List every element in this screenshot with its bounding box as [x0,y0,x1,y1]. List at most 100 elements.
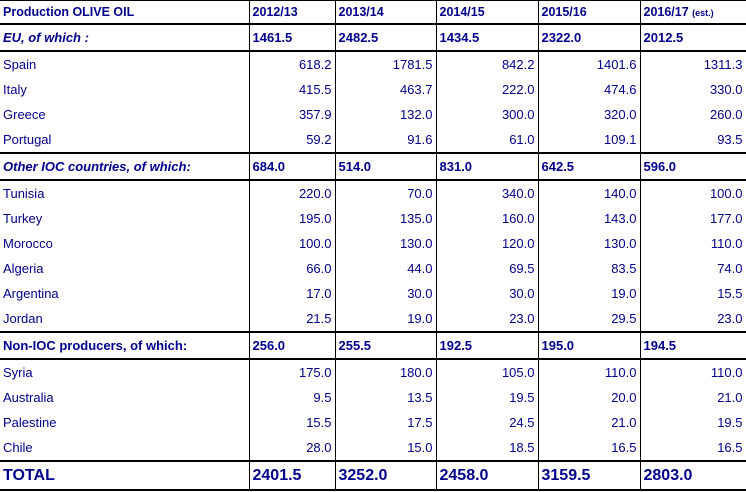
production-value: 19.0 [334,306,437,332]
group-total-value: 514.0 [334,152,437,181]
production-value: 120.0 [435,231,539,256]
production-value: 160.0 [435,206,539,231]
group-total-value: 596.0 [639,152,746,181]
production-value: 195.0 [248,206,336,231]
country-name: Greece [0,102,250,127]
total-value: 3252.0 [334,460,437,491]
production-value: 474.6 [537,77,641,102]
group-total-value: 1434.5 [435,23,539,52]
country-name: Argentina [0,281,250,306]
country-row: Chile 28.0 15.0 18.5 16.5 16.5 [0,435,746,461]
production-value: 19.5 [639,410,746,435]
production-value: 300.0 [435,102,539,127]
production-value: 130.0 [537,231,641,256]
production-value: 28.0 [248,435,336,461]
country-row: Greece 357.9 132.0 300.0 320.0 260.0 [0,102,746,127]
group-total-value: 2322.0 [537,23,641,52]
table-title: Production OLIVE OIL [0,0,250,25]
country-name: Chile [0,435,250,461]
country-row: Tunisia 220.0 70.0 340.0 140.0 100.0 [0,180,746,206]
production-value: 260.0 [639,102,746,127]
country-row: Morocco 100.0 130.0 120.0 130.0 110.0 [0,231,746,256]
country-name: Syria [0,359,250,385]
group-total-value: 642.5 [537,152,641,181]
production-value: 17.0 [248,281,336,306]
country-name: Australia [0,385,250,410]
country-name: Turkey [0,206,250,231]
production-value: 1311.3 [639,51,746,77]
country-row: Italy 415.5 463.7 222.0 474.6 330.0 [0,77,746,102]
total-value: 2803.0 [639,460,746,491]
production-value: 16.5 [537,435,641,461]
production-value: 21.5 [248,306,336,332]
country-row: Turkey 195.0 135.0 160.0 143.0 177.0 [0,206,746,231]
production-value: 618.2 [248,51,336,77]
production-value: 66.0 [248,256,336,281]
group-total-value: 831.0 [435,152,539,181]
column-header: 2012/13 [248,0,336,25]
production-value: 15.0 [334,435,437,461]
production-value: 320.0 [537,102,641,127]
production-value: 61.0 [435,127,539,153]
production-value: 130.0 [334,231,437,256]
column-header: 2014/15 [435,0,539,25]
total-value: 2458.0 [435,460,539,491]
production-value: 357.9 [248,102,336,127]
group-total-row: EU, of which :1461.5 2482.5 1434.5 2322.0 20… [0,23,746,52]
production-value: 175.0 [248,359,336,385]
production-value: 21.0 [639,385,746,410]
production-value: 19.0 [537,281,641,306]
country-name: Palestine [0,410,250,435]
country-row: Jordan 21.5 19.0 23.0 29.5 23.0 [0,306,746,332]
total-value: 2401.5 [248,460,336,491]
group-total-value: 2482.5 [334,23,437,52]
production-value: 30.0 [435,281,539,306]
country-name: Algeria [0,256,250,281]
production-value: 140.0 [537,180,641,206]
production-value: 19.5 [435,385,539,410]
country-name: Morocco [0,231,250,256]
column-header: 2013/14 [334,0,437,25]
production-value: 29.5 [537,306,641,332]
country-row: Australia 9.5 13.5 19.5 20.0 21.0 [0,385,746,410]
country-row: Algeria 66.0 44.0 69.5 83.5 74.0 [0,256,746,281]
production-value: 17.5 [334,410,437,435]
production-value: 15.5 [248,410,336,435]
production-value: 16.5 [639,435,746,461]
production-value: 842.2 [435,51,539,77]
production-value: 135.0 [334,206,437,231]
production-value: 59.2 [248,127,336,153]
production-value: 74.0 [639,256,746,281]
production-value: 143.0 [537,206,641,231]
production-value: 83.5 [537,256,641,281]
production-value: 132.0 [334,102,437,127]
production-value: 18.5 [435,435,539,461]
production-value: 180.0 [334,359,437,385]
production-value: 70.0 [334,180,437,206]
group-total-value: 256.0 [248,331,336,360]
country-name: Italy [0,77,250,102]
total-value: 3159.5 [537,460,641,491]
production-value: 110.0 [639,359,746,385]
country-name: Tunisia [0,180,250,206]
country-name: Spain [0,51,250,77]
group-total-row: Other IOC countries, of which: 684.0 514.0… [0,152,746,181]
production-value: 20.0 [537,385,641,410]
group-total-value: 255.5 [334,331,437,360]
production-value: 415.5 [248,77,336,102]
group-label: EU, of which : [0,23,250,52]
column-header: 2015/16 [537,0,641,25]
group-label: Other IOC countries, of which: [0,152,250,181]
production-value: 1401.6 [537,51,641,77]
production-value: 463.7 [334,77,437,102]
production-value: 23.0 [435,306,539,332]
country-row: Spain 618.2 1781.5 842.2 1401.6 1311.3 [0,51,746,77]
total-label: TOTAL [0,460,250,491]
group-label: Non-IOC producers, of which: [0,331,250,360]
production-value: 9.5 [248,385,336,410]
production-value: 44.0 [334,256,437,281]
group-total-value: 195.0 [537,331,641,360]
production-value: 24.5 [435,410,539,435]
production-value: 13.5 [334,385,437,410]
